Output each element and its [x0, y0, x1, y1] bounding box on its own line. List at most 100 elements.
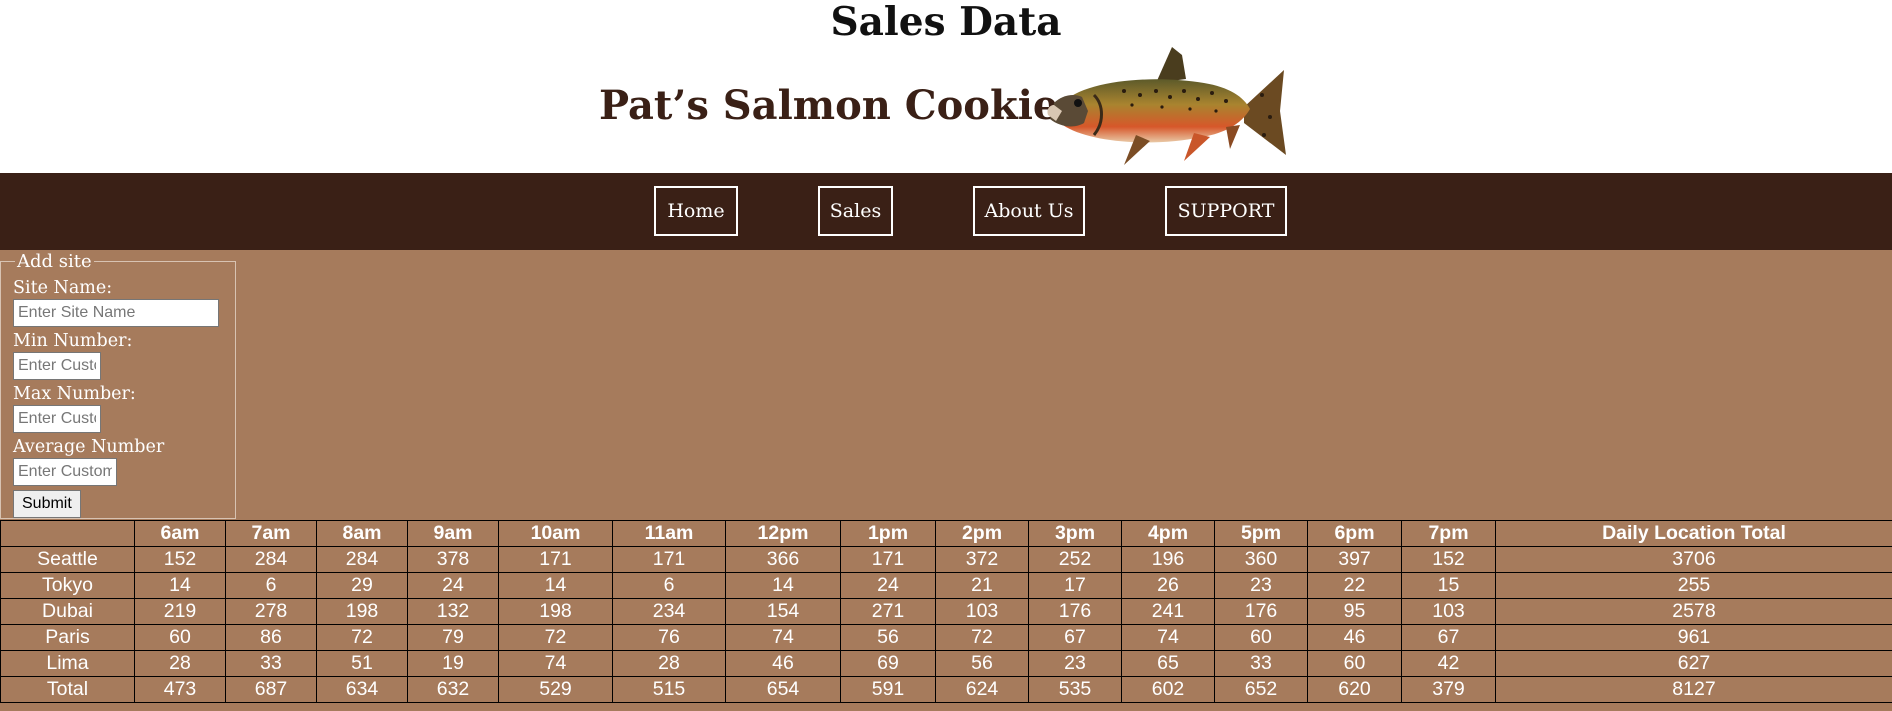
- table-cell: 29: [316, 572, 408, 599]
- header-cell: 6pm: [1307, 520, 1402, 547]
- table-cell: 95: [1307, 598, 1402, 625]
- table-cell: 360: [1214, 546, 1308, 573]
- table-cell: 33: [225, 650, 317, 677]
- table-cell: 28: [612, 650, 726, 677]
- table-cell: 196: [1121, 546, 1215, 573]
- header-cell: 4pm: [1121, 520, 1215, 547]
- table-cell: 56: [935, 650, 1029, 677]
- table-cell: 51: [316, 650, 408, 677]
- row-label-cell: Total: [0, 676, 135, 703]
- table-cell: 76: [612, 624, 726, 651]
- table-cell: 46: [725, 650, 841, 677]
- table-cell: 33: [1214, 650, 1308, 677]
- header-cell: 3pm: [1028, 520, 1122, 547]
- table-cell: 24: [407, 572, 499, 599]
- table-cell: 591: [840, 676, 936, 703]
- average-number-label: Average Number: [13, 437, 165, 457]
- nav-home-button[interactable]: Home: [654, 186, 738, 236]
- table-cell: 372: [935, 546, 1029, 573]
- table-cell: 72: [935, 624, 1029, 651]
- table-row: Tokyo 14 6 29 24 14 6 14 24 21 17 26 23 22 15 255: [0, 572, 1892, 599]
- table-cell: 46: [1307, 624, 1402, 651]
- table-cell: 3706: [1495, 546, 1892, 573]
- header-cell: 10am: [498, 520, 613, 547]
- header-cell: 8am: [316, 520, 408, 547]
- table-cell: 60: [1214, 624, 1308, 651]
- table-cell: 154: [725, 598, 841, 625]
- table-cell: 69: [840, 650, 936, 677]
- header-cell: 5pm: [1214, 520, 1308, 547]
- table-cell: 6: [225, 572, 317, 599]
- table-cell: 634: [316, 676, 408, 703]
- table-cell: 60: [1307, 650, 1402, 677]
- table-cell: 529: [498, 676, 613, 703]
- submit-button[interactable]: Submit: [13, 490, 81, 518]
- site-header: Sales Data Pat’s Salmon Cookies: [0, 0, 1892, 173]
- table-cell: 74: [498, 650, 613, 677]
- table-cell: 171: [840, 546, 936, 573]
- table-row: Paris 60 86 72 79 72 76 74 56 72 67 74 60 46 67 961: [0, 624, 1892, 651]
- table-cell: 132: [407, 598, 499, 625]
- row-label-cell: Paris: [0, 624, 135, 651]
- table-cell: 60: [134, 624, 226, 651]
- table-cell: 515: [612, 676, 726, 703]
- table-cell: 26: [1121, 572, 1215, 599]
- table-cell: 23: [1214, 572, 1308, 599]
- header-cell: [0, 520, 135, 547]
- row-label-cell: Dubai: [0, 598, 135, 625]
- row-label-cell: Lima: [0, 650, 135, 677]
- average-number-input[interactable]: [13, 458, 117, 486]
- table-cell: 23: [1028, 650, 1122, 677]
- page-title: Sales Data: [830, 0, 1062, 45]
- salmon-fish-image: [1047, 47, 1286, 165]
- row-label-cell: Tokyo: [0, 572, 135, 599]
- table-cell: 72: [498, 624, 613, 651]
- table-cell: 14: [134, 572, 226, 599]
- table-cell: 176: [1214, 598, 1308, 625]
- table-cell: 8127: [1495, 676, 1892, 703]
- table-cell: 72: [316, 624, 408, 651]
- header-cell: 7pm: [1401, 520, 1496, 547]
- max-number-input[interactable]: [13, 405, 101, 433]
- table-header-row: 6am 7am 8am 9am 10am 11am 12pm 1pm 2pm 3…: [0, 520, 1892, 547]
- table-cell: 252: [1028, 546, 1122, 573]
- table-cell: 241: [1121, 598, 1215, 625]
- table-cell: 24: [840, 572, 936, 599]
- header-cell: 9am: [407, 520, 499, 547]
- table-cell: 278: [225, 598, 317, 625]
- table-cell: 961: [1495, 624, 1892, 651]
- table-cell: 171: [498, 546, 613, 573]
- table-cell: 284: [316, 546, 408, 573]
- nav-sales-button[interactable]: Sales: [818, 186, 893, 236]
- header-cell: 1pm: [840, 520, 936, 547]
- sales-table: 6am 7am 8am 9am 10am 11am 12pm 1pm 2pm 3…: [0, 520, 1892, 703]
- nav-about-us-button[interactable]: About Us: [973, 186, 1085, 236]
- table-cell: 17: [1028, 572, 1122, 599]
- table-cell: 366: [725, 546, 841, 573]
- row-label-cell: Seattle: [0, 546, 135, 573]
- add-site-legend: Add site: [17, 251, 92, 272]
- table-cell: 198: [316, 598, 408, 625]
- min-number-input[interactable]: [13, 352, 101, 380]
- header-cell: 6am: [134, 520, 226, 547]
- table-cell: 378: [407, 546, 499, 573]
- table-cell: 176: [1028, 598, 1122, 625]
- table-cell: 198: [498, 598, 613, 625]
- table-cell: 28: [134, 650, 226, 677]
- header-cell: 11am: [612, 520, 726, 547]
- table-cell: 152: [134, 546, 226, 573]
- table-cell: 535: [1028, 676, 1122, 703]
- add-site-form: Add site Site Name: Min Number: Max Numb…: [0, 251, 236, 519]
- table-cell: 602: [1121, 676, 1215, 703]
- header-cell: 12pm: [725, 520, 841, 547]
- table-cell: 74: [725, 624, 841, 651]
- max-number-label: Max Number:: [13, 384, 136, 404]
- nav-support-button[interactable]: SUPPORT: [1165, 186, 1287, 236]
- table-cell: 103: [935, 598, 1029, 625]
- table-cell: 67: [1401, 624, 1496, 651]
- table-cell: 171: [612, 546, 726, 573]
- table-cell: 6: [612, 572, 726, 599]
- site-name-input[interactable]: [13, 299, 219, 327]
- table-cell: 79: [407, 624, 499, 651]
- table-cell: 152: [1401, 546, 1496, 573]
